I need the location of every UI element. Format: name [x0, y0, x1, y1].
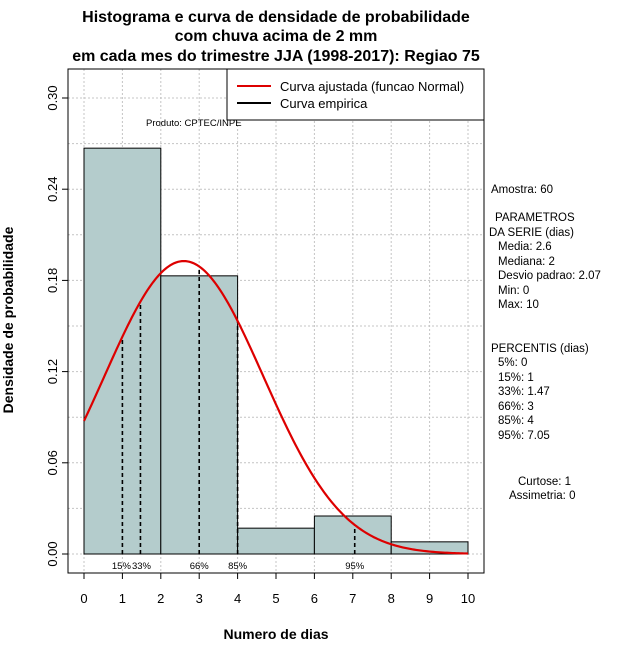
curve-layer	[83, 259, 469, 555]
stat-mean: Media: 2.6	[498, 241, 552, 253]
histogram-bar-2	[237, 527, 315, 555]
percentil-95: 95%: 7.05	[498, 430, 550, 442]
params-subtitle: DA SERIE (dias)	[489, 227, 574, 239]
params-title: PARAMETROS	[495, 212, 575, 224]
histogram-bars	[83, 147, 469, 555]
x-axis: 0 1 2 3 4 5 6 7 8 9 10	[80, 573, 475, 606]
sample-size: Amostra: 60	[491, 184, 553, 196]
y-tick-label: 0.30	[45, 85, 60, 110]
x-tick-label: 3	[196, 591, 203, 606]
y-tick-label: 0.24	[45, 177, 60, 202]
stat-sd: Desvio padrao: 2.07	[498, 270, 601, 282]
histogram-bar-3	[313, 515, 392, 555]
percentile-label-33: 33%	[132, 561, 152, 572]
x-tick-label: 2	[157, 591, 164, 606]
x-tick-label: 5	[272, 591, 279, 606]
percentil-5: 5%: 0	[498, 357, 527, 369]
percentile-label-66: 66%	[190, 561, 210, 572]
y-tick-label: 0.18	[45, 268, 60, 293]
chart-title-line-2: com chuva acima de 2 mm	[175, 28, 378, 45]
x-tick-label: 0	[80, 591, 87, 606]
y-tick-label: 0.12	[45, 359, 60, 384]
legend-label-empirical: Curva empirica	[280, 96, 368, 111]
percentis-title: PERCENTIS (dias)	[491, 343, 589, 355]
y-tick-label: 0.00	[45, 541, 60, 566]
percentile-label-95: 95%	[345, 561, 365, 572]
stat-max: Max: 10	[498, 299, 539, 311]
percentile-label-85: 85%	[228, 561, 248, 572]
x-tick-label: 1	[119, 591, 126, 606]
percentil-66: 66%: 3	[498, 401, 534, 413]
y-tick-label: 0.06	[45, 450, 60, 475]
chart-title-line-3: em cada mes do trimestre JJA (1998-2017)…	[72, 48, 480, 65]
legend: Curva ajustada (funcao Normal) Curva emp…	[226, 68, 485, 121]
percentil-85: 85%: 4	[498, 415, 534, 427]
stat-median: Mediana: 2	[498, 256, 555, 268]
histogram-bar-4	[390, 541, 469, 555]
assimetria: Assimetria: 0	[509, 490, 575, 502]
legend-label-normal: Curva ajustada (funcao Normal)	[280, 79, 464, 94]
histogram-bar-1	[160, 275, 239, 555]
y-axis: 0.00 0.06 0.12 0.18 0.24 0.30	[45, 85, 68, 567]
histogram-bar-0	[83, 147, 162, 555]
x-tick-label: 7	[349, 591, 356, 606]
x-tick-label: 4	[234, 591, 241, 606]
percentil-15: 15%: 1	[498, 372, 534, 384]
percentile-label-15: 15%	[112, 561, 132, 572]
stats-panel: Amostra: 60 PARAMETROS DA SERIE (dias) M…	[489, 184, 601, 502]
x-axis-title: Numero de dias	[223, 626, 328, 642]
percentile-labels: 15% 33% 66% 85% 95%	[112, 561, 365, 572]
x-tick-label: 9	[426, 591, 433, 606]
y-axis-title: Densidade de probabilidade	[0, 226, 16, 413]
x-tick-label: 10	[461, 591, 475, 606]
percentil-33: 33%: 1.47	[498, 386, 550, 398]
curtose: Curtose: 1	[518, 476, 571, 488]
normal-fit-curve	[83, 259, 469, 555]
x-tick-label: 6	[311, 591, 318, 606]
legend-box	[226, 68, 485, 121]
source-label: Produto: CPTEC/INPE	[146, 118, 242, 129]
percentile-lines	[121, 266, 356, 554]
x-tick-label: 8	[388, 591, 395, 606]
chart-title-line-1: Histograma e curva de densidade de proba…	[82, 9, 470, 26]
stat-min: Min: 0	[498, 285, 529, 297]
